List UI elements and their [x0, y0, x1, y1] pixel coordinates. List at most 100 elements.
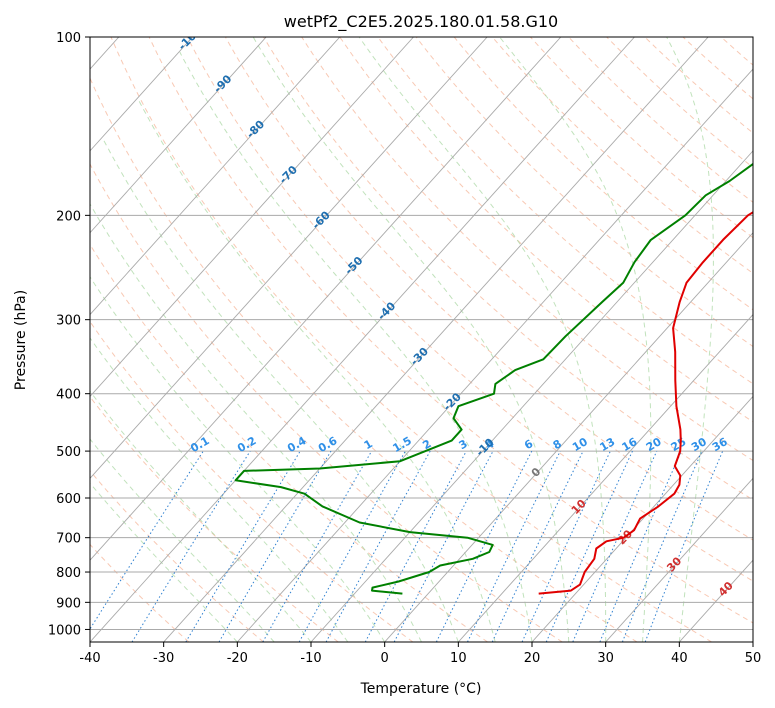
isotherm-line [678, 559, 753, 642]
moist-adiabat-line [499, 37, 652, 642]
dry-adiabat-line [568, 37, 753, 203]
y-axis-label: Pressure (hPa) [13, 290, 29, 390]
dry-adiabat-line [453, 37, 753, 311]
dry-adiabat-line [186, 37, 753, 582]
y-axis-ticks: 100 200 300 400 500 600 700 800 900 1000 [48, 31, 90, 638]
mixing-ratio-line [185, 450, 301, 642]
mixing-ratio-line [467, 450, 561, 642]
isotherm-line [531, 395, 753, 642]
dry-adiabat-line [491, 37, 753, 274]
dry-adiabat-line [148, 37, 753, 624]
y-tick-label: 100 [56, 31, 81, 46]
mixing-ratio-label: 1.5 [390, 434, 413, 455]
mixing-ratio-line [131, 450, 251, 642]
mixing-ratio-line [545, 450, 633, 642]
dry-adiabat-line [90, 320, 414, 642]
isotherm-line [310, 150, 753, 642]
dry-adiabat-line [644, 37, 753, 134]
moist-adiabat-line [90, 390, 312, 642]
y-tick-label: 900 [56, 596, 81, 611]
moist-adiabat-line [252, 37, 570, 642]
dry-adiabat-line [90, 396, 339, 642]
y-tick-label: 200 [56, 209, 81, 224]
x-tick-label: 40 [671, 651, 688, 666]
background-lines [90, 37, 775, 642]
x-tick-label: -20 [227, 651, 248, 666]
x-tick-label: 30 [597, 651, 614, 666]
mixing-ratio-label: 0.6 [316, 434, 340, 455]
dry-adiabat-line [90, 243, 488, 642]
dry-adiabat-line [720, 37, 753, 66]
mixing-ratio-label: 0.2 [235, 434, 258, 455]
mixing-ratio-line [599, 450, 682, 642]
mixing-ratio-line [644, 450, 724, 642]
mixing-ratio-line [621, 450, 703, 642]
isotherm-line [163, 37, 709, 642]
chart-title: wetPf2_C2E5.2025.180.01.58.G10 [284, 12, 558, 32]
mixing-ratio-label: 0.1 [188, 434, 211, 455]
mixing-ratio-label: 6 [522, 437, 535, 452]
dry-adiabat-line [263, 37, 753, 501]
x-axis-label: Temperature (°C) [360, 681, 482, 697]
x-tick-label: 50 [745, 651, 762, 666]
mixing-ratio-line [325, 450, 431, 642]
isotherm-line [752, 641, 753, 642]
moist-adiabat-line [666, 37, 714, 642]
dry-adiabat-line [90, 76, 638, 642]
guide-labels: 0.1 0.2 0.4 0.6 1 1.5 2 3 4 6 8 10 13 16 20 25 30 36-100-… [176, 24, 736, 599]
isotherm-line [90, 37, 488, 479]
x-tick-label: -40 [79, 651, 100, 666]
isotherm-line [90, 37, 267, 234]
moist-adiabat-line [179, 51, 533, 642]
isotherm-line [457, 313, 753, 642]
mixing-ratio-label: 0.4 [285, 434, 309, 455]
isotherm-line [236, 68, 753, 642]
dry-adiabat-line [90, 163, 563, 642]
isotherm-line [90, 37, 414, 398]
x-tick-label: -30 [153, 651, 174, 666]
series-group [234, 162, 753, 595]
dry-adiabat-line [224, 37, 753, 541]
dry-adiabat-line [90, 470, 264, 642]
mixing-ratio-line [218, 450, 332, 642]
x-tick-label: 10 [450, 651, 467, 666]
dry-adiabat-line [339, 37, 753, 423]
isotherm-line [90, 37, 562, 561]
dewpoint-profile-line [234, 162, 753, 595]
moist-adiabat-line [103, 139, 459, 642]
mixing-ratio-line [298, 450, 406, 642]
x-tick-label: 0 [381, 651, 389, 666]
isotherm-label: -100 [176, 24, 205, 53]
y-tick-label: 1000 [48, 623, 81, 638]
x-tick-label: 20 [524, 651, 541, 666]
x-axis-ticks: -40 -30 -20 -10 0 10 20 30 40 50 [79, 642, 761, 666]
dry-adiabat-line [530, 37, 753, 239]
isotherm-line [384, 232, 753, 642]
isotherm-line [605, 477, 753, 642]
isotherm-line [90, 37, 635, 642]
temperature-profile-line [538, 211, 753, 595]
plot-frame [89, 36, 754, 643]
y-tick-label: 500 [56, 445, 81, 460]
x-tick-label: -10 [300, 651, 321, 666]
mixing-ratio-line [262, 450, 373, 642]
moist-adiabat-line [358, 37, 607, 642]
isotherm-line [90, 37, 341, 316]
mixing-ratio-line [521, 450, 611, 642]
mixing-ratio-line [90, 450, 204, 630]
dry-adiabat-line [759, 37, 775, 642]
y-tick-label: 400 [56, 388, 81, 403]
moist-adiabat-line [90, 438, 275, 642]
dry-adiabat-line [415, 37, 753, 348]
moist-adiabat-line [90, 203, 422, 642]
dry-adiabat-line [377, 37, 753, 385]
moist-adiabat-line [90, 482, 238, 642]
moist-adiabat-line [138, 100, 496, 642]
mixing-ratio-line [364, 450, 467, 642]
y-tick-label: 300 [56, 314, 81, 329]
dry-adiabat-line [110, 37, 712, 642]
y-tick-label: 800 [56, 566, 81, 581]
dry-adiabat-line [682, 37, 753, 100]
